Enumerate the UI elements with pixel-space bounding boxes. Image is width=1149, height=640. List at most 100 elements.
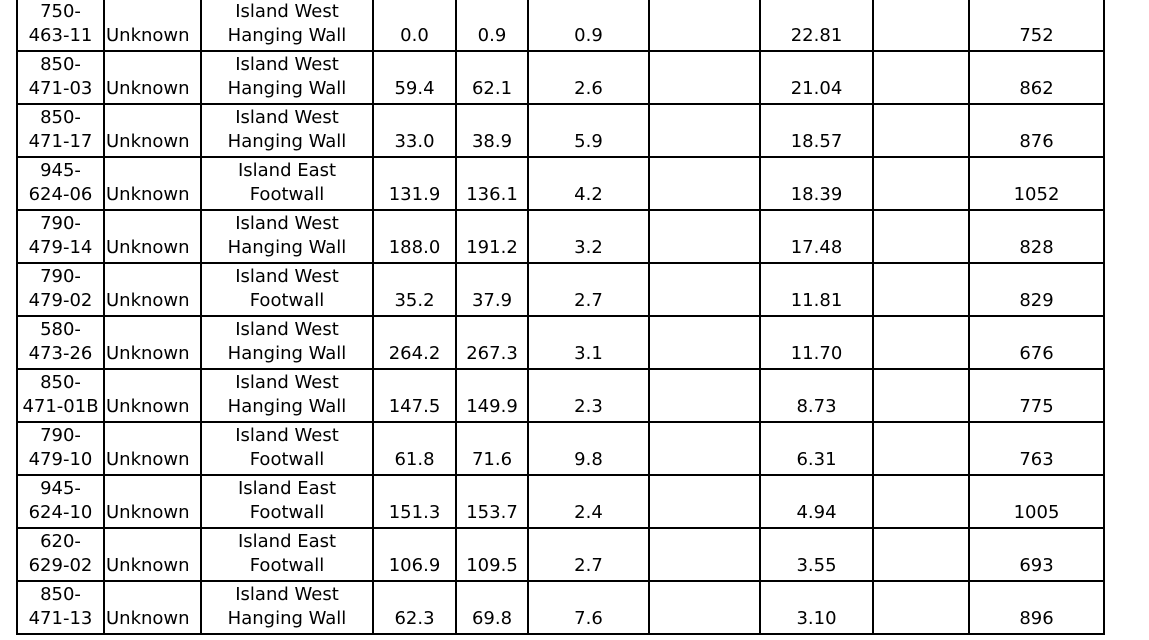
length-cell: 0.9 <box>527 0 650 52</box>
elevation-cell: 1052 <box>968 156 1105 211</box>
status-cell: Unknown <box>103 209 202 264</box>
location-cell: Island West Hanging Wall <box>200 209 374 264</box>
status-cell: Unknown <box>103 103 202 158</box>
from-cell: 0.0 <box>372 0 457 52</box>
sample-id-cell: 750- 463-11 <box>16 0 105 52</box>
elevation-cell: 752 <box>968 0 1105 52</box>
to-cell: 153.7 <box>455 474 529 529</box>
to-cell: 136.1 <box>455 156 529 211</box>
elevation-cell: 862 <box>968 50 1105 105</box>
status-cell: Unknown <box>103 0 202 52</box>
empty-cell <box>872 421 970 476</box>
sample-id-cell: 945- 624-06 <box>16 156 105 211</box>
grade-cell: 11.70 <box>759 315 874 370</box>
status-cell: Unknown <box>103 50 202 105</box>
location-cell: Island West Hanging Wall <box>200 315 374 370</box>
location-cell: Island East Footwall <box>200 156 374 211</box>
empty-cell <box>872 156 970 211</box>
grade-cell: 21.04 <box>759 50 874 105</box>
table-body: 750- 463-11 Unknown Island West Hanging Wa… <box>16 0 1105 635</box>
length-cell: 2.6 <box>527 50 650 105</box>
grade-cell: 3.55 <box>759 527 874 582</box>
grade-cell: 6.31 <box>759 421 874 476</box>
length-cell: 3.1 <box>527 315 650 370</box>
empty-cell <box>648 315 761 370</box>
data-table: 750- 463-11 Unknown Island West Hanging Wa… <box>16 0 1105 635</box>
elevation-cell: 693 <box>968 527 1105 582</box>
empty-cell <box>872 474 970 529</box>
from-cell: 188.0 <box>372 209 457 264</box>
grade-cell: 18.39 <box>759 156 874 211</box>
from-cell: 106.9 <box>372 527 457 582</box>
empty-cell <box>648 50 761 105</box>
location-cell: Island East Footwall <box>200 474 374 529</box>
empty-cell <box>872 103 970 158</box>
status-cell: Unknown <box>103 527 202 582</box>
table-row: 945- 624-10 Unknown Island East Footwall 15… <box>16 474 1105 529</box>
to-cell: 0.9 <box>455 0 529 52</box>
grade-cell: 17.48 <box>759 209 874 264</box>
elevation-cell: 763 <box>968 421 1105 476</box>
to-cell: 69.8 <box>455 580 529 635</box>
location-cell: Island East Footwall <box>200 527 374 582</box>
length-cell: 5.9 <box>527 103 650 158</box>
empty-cell <box>648 527 761 582</box>
elevation-cell: 876 <box>968 103 1105 158</box>
empty-cell <box>872 262 970 317</box>
to-cell: 38.9 <box>455 103 529 158</box>
length-cell: 4.2 <box>527 156 650 211</box>
empty-cell <box>872 209 970 264</box>
length-cell: 9.8 <box>527 421 650 476</box>
from-cell: 62.3 <box>372 580 457 635</box>
elevation-cell: 1005 <box>968 474 1105 529</box>
to-cell: 37.9 <box>455 262 529 317</box>
elevation-cell: 896 <box>968 580 1105 635</box>
location-cell: Island West Footwall <box>200 262 374 317</box>
from-cell: 35.2 <box>372 262 457 317</box>
elevation-cell: 828 <box>968 209 1105 264</box>
empty-cell <box>872 0 970 52</box>
grade-cell: 4.94 <box>759 474 874 529</box>
sample-id-cell: 850- 471-13 <box>16 580 105 635</box>
location-cell: Island West Hanging Wall <box>200 103 374 158</box>
to-cell: 267.3 <box>455 315 529 370</box>
to-cell: 62.1 <box>455 50 529 105</box>
sample-id-cell: 620- 629-02 <box>16 527 105 582</box>
empty-cell <box>872 50 970 105</box>
sample-id-cell: 790- 479-02 <box>16 262 105 317</box>
status-cell: Unknown <box>103 421 202 476</box>
table-row: 850- 471-13 Unknown Island West Hanging Wa… <box>16 580 1105 635</box>
location-cell: Island West Hanging Wall <box>200 368 374 423</box>
sample-id-cell: 580- 473-26 <box>16 315 105 370</box>
grade-cell: 18.57 <box>759 103 874 158</box>
table-row: 850- 471-01B Unknown Island West Hanging W… <box>16 368 1105 423</box>
empty-cell <box>648 580 761 635</box>
location-cell: Island West Hanging Wall <box>200 0 374 52</box>
to-cell: 109.5 <box>455 527 529 582</box>
empty-cell <box>648 368 761 423</box>
table-row: 620- 629-02 Unknown Island East Footwall 10… <box>16 527 1105 582</box>
empty-cell <box>872 315 970 370</box>
status-cell: Unknown <box>103 315 202 370</box>
empty-cell <box>872 368 970 423</box>
length-cell: 2.3 <box>527 368 650 423</box>
table-row: 850- 471-17 Unknown Island West Hanging Wa… <box>16 103 1105 158</box>
from-cell: 147.5 <box>372 368 457 423</box>
table-row: 945- 624-06 Unknown Island East Footwall 13… <box>16 156 1105 211</box>
empty-cell <box>648 421 761 476</box>
grade-cell: 8.73 <box>759 368 874 423</box>
empty-cell <box>648 209 761 264</box>
length-cell: 7.6 <box>527 580 650 635</box>
empty-cell <box>648 474 761 529</box>
sample-id-cell: 850- 471-01B <box>16 368 105 423</box>
length-cell: 2.7 <box>527 262 650 317</box>
status-cell: Unknown <box>103 262 202 317</box>
table-row: 580- 473-26 Unknown Island West Hanging Wa… <box>16 315 1105 370</box>
empty-cell <box>872 580 970 635</box>
elevation-cell: 775 <box>968 368 1105 423</box>
elevation-cell: 829 <box>968 262 1105 317</box>
from-cell: 151.3 <box>372 474 457 529</box>
location-cell: Island West Hanging Wall <box>200 580 374 635</box>
from-cell: 61.8 <box>372 421 457 476</box>
table-row: 790- 479-02 Unknown Island West Footwall 35… <box>16 262 1105 317</box>
